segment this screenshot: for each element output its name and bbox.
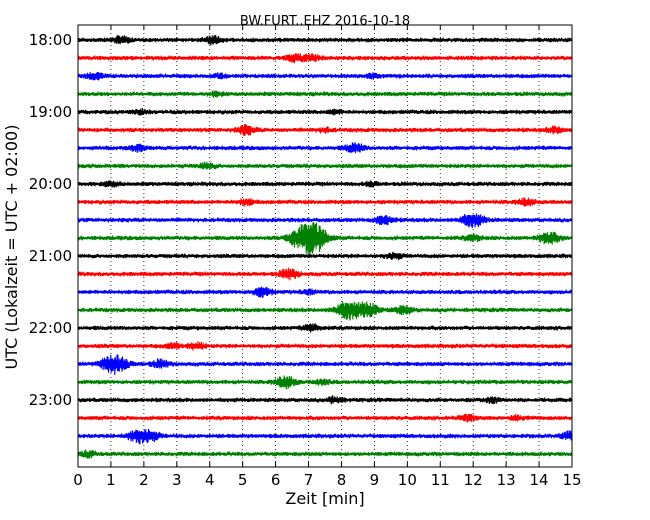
- y-tick-label: 21:00: [29, 247, 72, 265]
- trace-line: [77, 375, 573, 390]
- x-tick-label: 1: [106, 471, 116, 489]
- x-tick-label: 2: [139, 471, 149, 489]
- trace-line: [77, 124, 573, 137]
- trace-line: [77, 267, 573, 281]
- x-tick-label: 12: [464, 471, 483, 489]
- trace-line: [77, 107, 573, 116]
- x-tick-label: 7: [304, 471, 314, 489]
- plot-frame: [77, 24, 573, 468]
- trace-line: [77, 71, 573, 81]
- x-tick-label: 15: [562, 471, 581, 489]
- trace-line: [77, 413, 573, 423]
- x-tick-label: 14: [530, 471, 549, 489]
- x-tick-label: 4: [205, 471, 215, 489]
- trace-line: [77, 251, 573, 261]
- trace-line: [77, 429, 573, 445]
- x-tick-label: 5: [238, 471, 248, 489]
- x-tick-label: 9: [370, 471, 380, 489]
- trace-line: [77, 34, 573, 46]
- trace-line: [77, 354, 573, 375]
- trace-line: [77, 341, 573, 351]
- x-axis-label: Zeit [min]: [285, 489, 364, 508]
- y-axis-ticks: 18:00 19:00 20:00 21:00 22:00 23:00: [29, 31, 572, 409]
- x-tick-label: 3: [172, 471, 182, 489]
- y-tick-label: 19:00: [29, 103, 72, 121]
- seismic-traces: [77, 34, 573, 459]
- y-axis-label: UTC (Lokalzeit = UTC + 02:00): [2, 125, 21, 370]
- x-tick-label: 10: [398, 471, 417, 489]
- y-tick-label: 22:00: [29, 319, 72, 337]
- trace-line: [77, 395, 573, 405]
- trace-line: [77, 221, 573, 255]
- trace-line: [77, 213, 573, 228]
- trace-line: [77, 301, 573, 321]
- x-tick-label: 13: [497, 471, 516, 489]
- x-tick-label: 0: [73, 471, 83, 489]
- x-axis-ticks: 0 1 2 3 4 5 6 7 8 9 10 11 12 13 14 15: [73, 25, 582, 489]
- y-tick-label: 23:00: [29, 391, 72, 409]
- trace-line: [77, 180, 573, 188]
- trace-line: [77, 90, 573, 98]
- x-tick-label: 6: [271, 471, 281, 489]
- trace-line: [77, 161, 573, 170]
- trace-line: [77, 449, 573, 459]
- x-tick-label: 11: [431, 471, 450, 489]
- trace-line: [77, 286, 573, 298]
- y-tick-label: 20:00: [29, 175, 72, 193]
- chart-title: BW.FURT..EHZ 2016-10-18: [240, 14, 410, 29]
- x-tick-label: 8: [337, 471, 347, 489]
- trace-line: [77, 323, 573, 333]
- trace-line: [77, 53, 573, 64]
- y-tick-label: 18:00: [29, 31, 72, 49]
- trace-line: [77, 142, 573, 154]
- trace-line: [77, 197, 573, 207]
